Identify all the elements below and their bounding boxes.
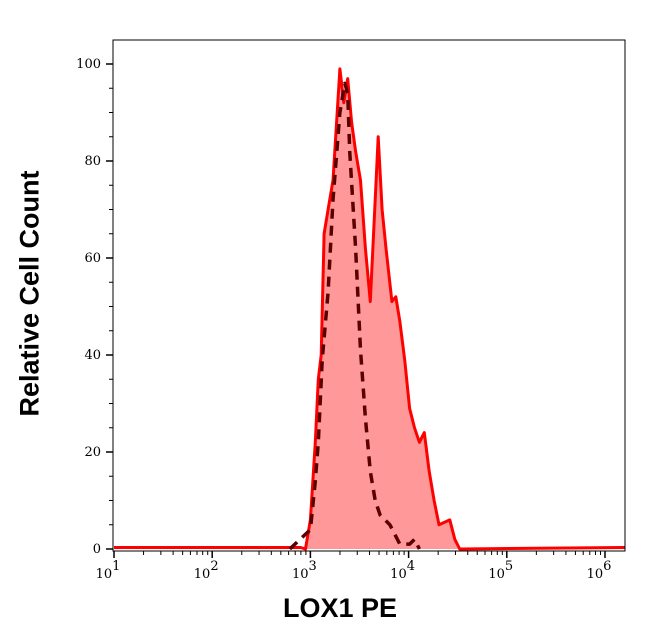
x-tick-base: 10 [194,567,211,582]
x-tick-exponent: 3 [309,559,317,574]
x-axis-label: LOX1 PE [282,593,398,623]
x-tick-base: 10 [587,567,604,582]
x-tick-label: 106 [587,559,612,582]
series-line-0 [114,67,625,551]
y-tick-label: 80 [84,154,101,169]
x-tick-exponent: 5 [505,559,513,574]
x-tick-exponent: 4 [407,559,415,574]
x-tick-exponent: 6 [603,559,611,574]
y-tick-label: 100 [76,57,101,72]
x-tick-exponent: 2 [210,559,218,574]
y-tick-label: 20 [84,445,101,460]
x-tick-exponent: 1 [112,559,120,574]
x-tick-label: 105 [488,559,513,582]
x-tick-label: 103 [292,559,317,582]
x-tick-base: 10 [488,567,505,582]
x-tick-label: 101 [96,559,121,582]
series-line-1 [288,81,421,551]
x-tick-base: 10 [96,567,113,582]
plot-frame [112,39,626,552]
x-tick-label: 102 [194,559,219,582]
y-axis-label: Relative Cell Count [14,170,45,417]
y-tick-label: 60 [84,251,101,266]
y-tick-label: 0 [93,542,101,557]
series-fill-0 [114,68,625,550]
x-tick-label: 104 [390,559,415,582]
x-tick-base: 10 [292,567,309,582]
x-tick-base: 10 [390,567,407,582]
y-tick-label: 40 [84,348,101,363]
